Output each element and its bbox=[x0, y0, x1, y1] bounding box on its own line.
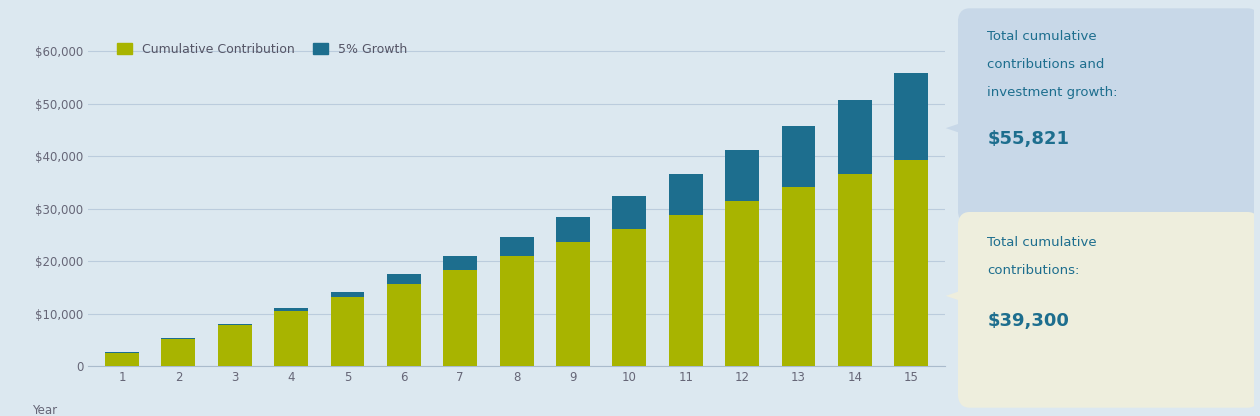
Bar bbox=[330, 292, 364, 297]
Bar bbox=[781, 187, 815, 366]
FancyBboxPatch shape bbox=[958, 212, 1260, 408]
Bar bbox=[895, 160, 929, 366]
Bar bbox=[105, 352, 139, 366]
Text: investment growth:: investment growth: bbox=[988, 86, 1118, 99]
Bar bbox=[444, 270, 478, 366]
Bar bbox=[275, 308, 307, 311]
Bar bbox=[838, 100, 872, 173]
Text: contributions:: contributions: bbox=[988, 264, 1080, 277]
Bar bbox=[669, 215, 703, 366]
Legend: Cumulative Contribution, 5% Growth: Cumulative Contribution, 5% Growth bbox=[112, 38, 412, 61]
Bar bbox=[556, 243, 590, 366]
Bar bbox=[838, 173, 872, 366]
Text: contributions and: contributions and bbox=[988, 58, 1105, 71]
Bar bbox=[669, 174, 703, 215]
Bar bbox=[218, 324, 252, 325]
FancyBboxPatch shape bbox=[958, 8, 1260, 224]
Bar bbox=[612, 196, 646, 228]
Text: Total cumulative: Total cumulative bbox=[988, 30, 1097, 43]
Polygon shape bbox=[946, 288, 969, 304]
Bar bbox=[387, 274, 421, 284]
Bar bbox=[275, 311, 307, 366]
Bar bbox=[895, 73, 929, 160]
Bar bbox=[500, 237, 533, 256]
Text: Year: Year bbox=[32, 404, 57, 416]
Bar bbox=[726, 201, 759, 366]
Text: $39,300: $39,300 bbox=[988, 312, 1068, 330]
Text: Total cumulative: Total cumulative bbox=[988, 236, 1097, 249]
Bar bbox=[726, 151, 759, 201]
Bar bbox=[161, 339, 195, 366]
Bar bbox=[387, 284, 421, 366]
Polygon shape bbox=[946, 120, 969, 136]
Text: $55,821: $55,821 bbox=[988, 130, 1070, 148]
Bar bbox=[500, 256, 533, 366]
Bar bbox=[556, 217, 590, 243]
Bar bbox=[781, 126, 815, 187]
Bar bbox=[330, 297, 364, 366]
Bar bbox=[444, 256, 478, 270]
Bar bbox=[218, 325, 252, 366]
Bar bbox=[612, 228, 646, 366]
